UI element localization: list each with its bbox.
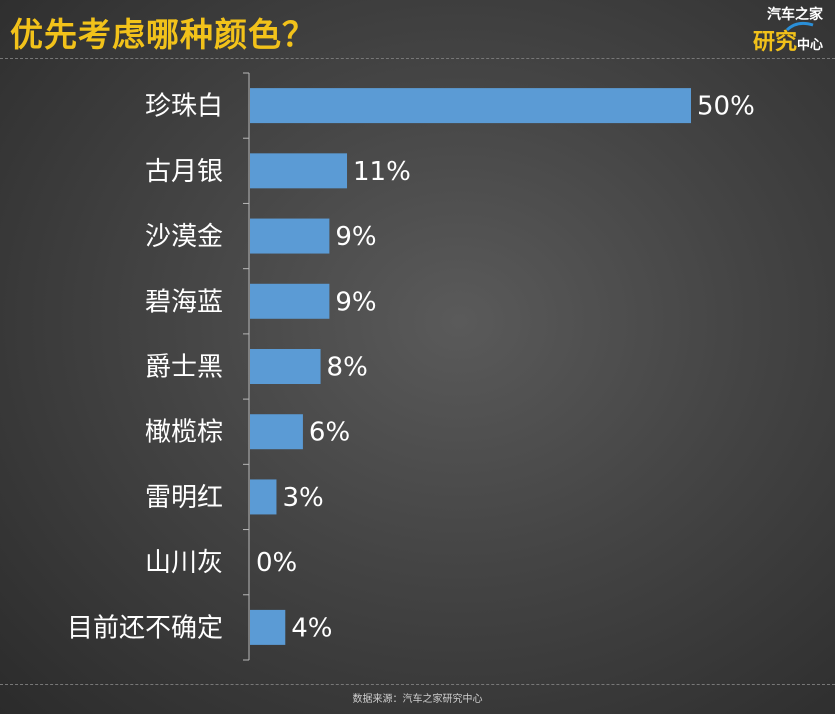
- source-note: 数据来源：汽车之家研究中心: [352, 694, 483, 705]
- data-label: 6%: [309, 418, 350, 448]
- bar: [250, 609, 286, 645]
- category-label: 橄榄棕: [145, 418, 223, 448]
- category-label: 碧海蓝: [145, 287, 223, 317]
- bar: [250, 414, 303, 450]
- logo-line1: 汽车之家: [767, 7, 823, 23]
- chart-title: 优先考虑哪种颜色？: [10, 15, 316, 54]
- category-label: 目前还不确定: [67, 613, 223, 643]
- category-label: 珍珠白: [145, 92, 223, 122]
- category-label: 雷明红: [145, 483, 223, 513]
- data-label: 3%: [282, 483, 323, 513]
- bar: [250, 88, 691, 124]
- logo-swoosh-icon: [785, 21, 814, 32]
- logo: 汽车之家 研究中心: [713, 4, 823, 55]
- category-label: 爵士黑: [145, 353, 223, 383]
- data-label: 9%: [335, 287, 376, 317]
- data-label: 4%: [291, 613, 332, 643]
- logo-line3: 中心: [796, 38, 823, 53]
- category-label: 古月银: [145, 157, 223, 187]
- data-label: 11%: [353, 157, 411, 187]
- bar: [250, 283, 330, 319]
- data-label: 0%: [256, 548, 297, 578]
- bottom-divider: [0, 684, 835, 685]
- category-label: 沙漠金: [145, 222, 223, 252]
- data-label: 8%: [327, 353, 368, 383]
- data-label: 50%: [697, 92, 755, 122]
- category-label: 山川灰: [145, 548, 223, 578]
- top-divider: [0, 58, 835, 59]
- data-label: 9%: [335, 222, 376, 252]
- bar: [250, 218, 330, 254]
- logo-line2: 研究: [752, 30, 797, 55]
- bar: [250, 153, 348, 189]
- bar: [250, 349, 321, 384]
- bar: [250, 479, 277, 515]
